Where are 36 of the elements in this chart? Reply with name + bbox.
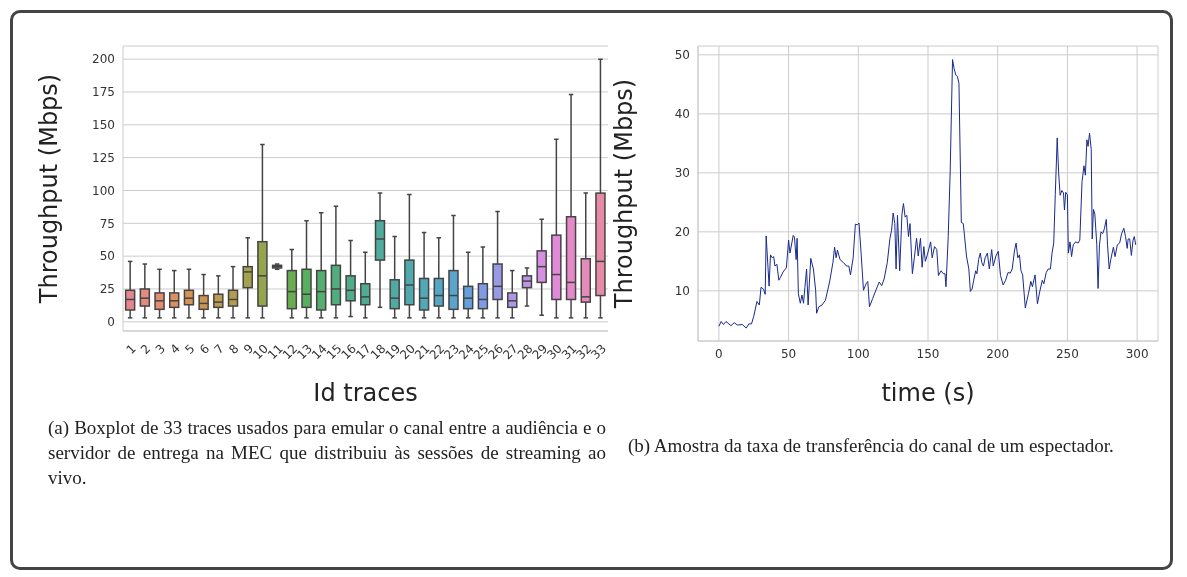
line-series [718,59,1137,329]
y-tick-label: 125 [92,150,115,165]
y-tick-label: 40 [674,107,690,122]
x-tick-label: 2 [138,341,154,357]
x-tick-label: 50 [780,346,797,361]
x-tick-label: 200 [986,346,1010,361]
x-tick-label: 4 [167,341,183,357]
x-tick-label: 0 [715,346,723,361]
text: (a) Boxplot de 33 traces usados para emular o canal entre a audiência e o servidor de entrega na MEC que distribuiu às sessões de streaming ao vivo. [47,416,607,490]
x-tick-label: 8 [226,341,242,357]
x-axis-title: Id traces [313,379,418,407]
x-tick-label: 300 [1125,346,1149,361]
x-tick-label: 3 [152,341,169,357]
x-tick-label: 1 [123,341,139,357]
x-tick-label: 6 [196,341,213,357]
y-tick-label: 50 [674,48,690,63]
x-tick-label: 100 [846,346,870,361]
y-tick-label: 175 [92,85,115,100]
text: (b) Amostra da taxa de transferência do canal de um espectador. [627,434,1115,458]
y-tick-label: 150 [92,118,115,133]
y-tick-label: 100 [92,183,115,198]
x-tick-label: 5 [182,341,198,357]
y-tick-label: 30 [674,166,690,181]
y-tick-label: 200 [92,52,115,67]
x-tick-label: 7 [211,341,227,357]
y-axis-title: Throughput (Mbps) [34,73,63,305]
y-tick-label: 0 [107,315,115,330]
x-tick-label: 150 [916,346,940,361]
y-tick-label: 20 [674,225,690,240]
y-tick-label: 25 [99,282,115,297]
y-tick-label: 10 [674,284,690,299]
y-tick-label: 75 [99,216,115,231]
y-axis-title: Throughput (Mbps) [609,78,638,310]
y-tick-label: 50 [99,249,115,264]
x-axis-title: time (s) [881,379,975,407]
x-tick-label: 250 [1055,346,1079,361]
